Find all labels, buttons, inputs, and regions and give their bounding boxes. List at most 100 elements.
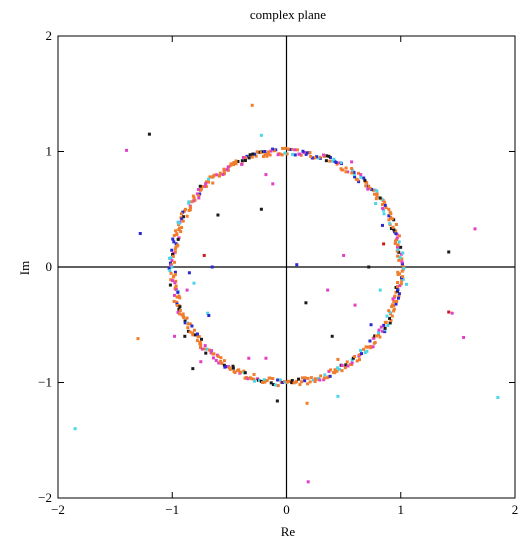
circle-point bbox=[207, 348, 211, 352]
circle-point bbox=[283, 146, 287, 150]
circle-point bbox=[173, 281, 177, 285]
circle-point bbox=[244, 156, 248, 160]
circle-point bbox=[327, 154, 331, 158]
x-tick-label: −2 bbox=[51, 502, 65, 517]
circle-point bbox=[229, 163, 233, 167]
circle-point bbox=[324, 159, 328, 163]
circle-point bbox=[196, 188, 200, 192]
data-point bbox=[447, 250, 451, 254]
circle-point bbox=[388, 316, 392, 320]
circle-point bbox=[337, 161, 341, 165]
circle-point bbox=[393, 294, 397, 298]
circle-point bbox=[276, 384, 280, 388]
data-point bbox=[183, 334, 187, 338]
data-point bbox=[271, 182, 275, 186]
circle-point bbox=[396, 285, 400, 289]
circle-point bbox=[313, 380, 317, 384]
circle-point bbox=[383, 200, 387, 204]
circle-point bbox=[191, 194, 195, 198]
circle-point bbox=[244, 376, 248, 380]
circle-point bbox=[174, 288, 178, 292]
data-point bbox=[206, 311, 210, 315]
circle-point bbox=[170, 265, 174, 269]
circle-point bbox=[344, 170, 348, 174]
circle-point bbox=[183, 321, 187, 325]
circle-point bbox=[268, 153, 272, 157]
circle-point bbox=[271, 383, 275, 387]
circle-point bbox=[222, 172, 226, 176]
circle-point bbox=[197, 196, 201, 200]
circle-point bbox=[261, 381, 265, 385]
circle-point bbox=[344, 166, 348, 170]
circle-point bbox=[401, 277, 405, 281]
circle-point bbox=[232, 163, 236, 167]
circle-point bbox=[333, 371, 337, 375]
circle-point bbox=[265, 152, 269, 156]
circle-point bbox=[385, 314, 389, 318]
circle-point bbox=[265, 154, 269, 158]
circle-point bbox=[392, 300, 396, 304]
circle-point bbox=[167, 256, 171, 260]
circle-point bbox=[250, 377, 254, 381]
circle-point bbox=[368, 186, 372, 190]
circle-point bbox=[399, 282, 403, 286]
circle-point bbox=[339, 161, 343, 165]
circle-point bbox=[258, 379, 262, 383]
circle-point bbox=[309, 376, 313, 380]
circle-point bbox=[383, 203, 387, 207]
circle-point bbox=[263, 153, 267, 157]
circle-point bbox=[378, 335, 382, 339]
circle-point bbox=[306, 376, 310, 380]
data-point bbox=[210, 175, 214, 179]
circle-point bbox=[271, 147, 275, 151]
circle-point bbox=[366, 187, 370, 191]
circle-point bbox=[332, 157, 336, 161]
circle-point bbox=[327, 369, 331, 373]
circle-point bbox=[217, 174, 221, 178]
circle-point bbox=[265, 379, 269, 383]
circle-point bbox=[177, 294, 181, 298]
data-point bbox=[382, 242, 386, 246]
circle-point bbox=[173, 273, 177, 277]
circle-point bbox=[371, 188, 375, 192]
circle-point bbox=[400, 260, 404, 264]
circle-point bbox=[227, 366, 231, 370]
data-point bbox=[404, 282, 408, 286]
data-point bbox=[380, 223, 384, 227]
circle-point bbox=[278, 378, 282, 382]
circle-point bbox=[207, 180, 211, 184]
circle-point bbox=[375, 189, 379, 193]
tick-marks bbox=[57, 35, 516, 499]
circle-point bbox=[398, 256, 402, 260]
circle-point bbox=[350, 171, 354, 175]
circle-point bbox=[387, 218, 391, 222]
circle-point bbox=[179, 212, 183, 216]
data-point bbox=[250, 103, 254, 107]
circle-point bbox=[288, 148, 292, 152]
circle-point bbox=[375, 194, 379, 198]
circle-point bbox=[175, 295, 179, 299]
circle-point bbox=[352, 170, 356, 174]
circle-point bbox=[186, 322, 190, 326]
circle-point bbox=[306, 382, 310, 386]
circle-point bbox=[183, 319, 187, 323]
circle-point bbox=[181, 210, 185, 214]
circle-point bbox=[172, 240, 176, 244]
circle-point bbox=[389, 215, 393, 219]
circle-point bbox=[352, 172, 356, 176]
circle-point bbox=[372, 336, 376, 340]
circle-point bbox=[365, 349, 369, 353]
circle-point bbox=[401, 275, 405, 279]
circle-point bbox=[309, 154, 313, 158]
circle-point bbox=[214, 173, 218, 177]
circle-point bbox=[186, 326, 190, 330]
circle-point bbox=[387, 309, 391, 313]
circle-point bbox=[247, 156, 251, 160]
data-point bbox=[336, 394, 340, 398]
circle-point bbox=[178, 305, 182, 309]
circle-point bbox=[304, 152, 308, 156]
circle-point bbox=[396, 243, 400, 247]
circle-point bbox=[241, 155, 245, 159]
circle-point bbox=[383, 326, 387, 330]
